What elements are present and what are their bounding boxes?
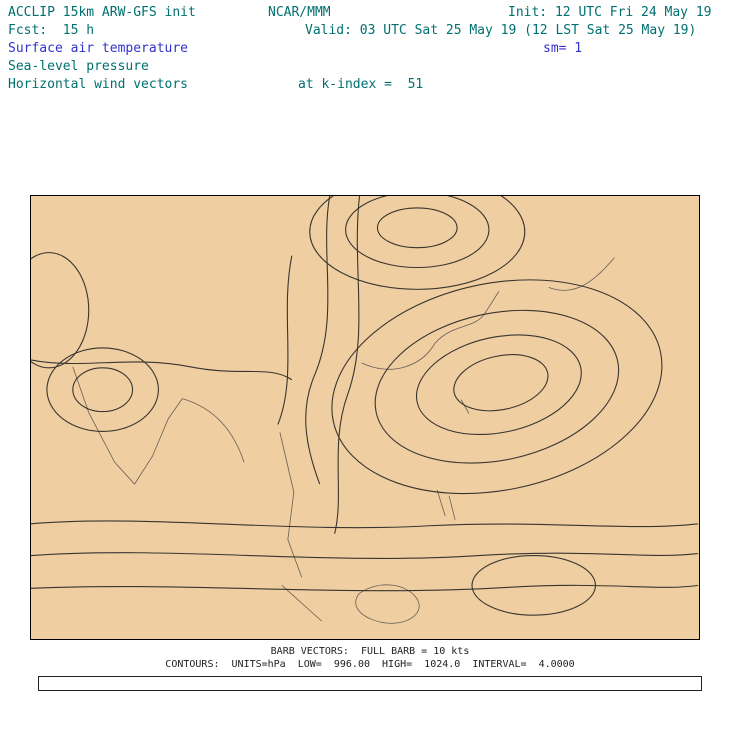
field2-label: Sea-level pressure bbox=[8, 59, 149, 74]
isobar-line bbox=[305, 196, 331, 485]
contour-legend-text: CONTOURS: UNITS=hPa LOW= 996.00 HIGH= 10… bbox=[165, 659, 575, 670]
coastline-india bbox=[72, 366, 183, 485]
model-name-label: ACCLIP 15km ARW-GFS init bbox=[8, 5, 196, 20]
isobar-line bbox=[31, 252, 90, 369]
isobar-line bbox=[72, 367, 134, 413]
isobar-line bbox=[277, 255, 293, 425]
isobar-line bbox=[31, 584, 698, 592]
isobar-line bbox=[374, 309, 620, 464]
isobar-line bbox=[31, 520, 698, 529]
valid-time-label: Valid: 03 UTC Sat 25 May 19 (12 LST Sat … bbox=[305, 23, 697, 38]
map-canvas bbox=[31, 196, 698, 624]
isobar-line bbox=[334, 196, 361, 534]
coastline-sumatra bbox=[281, 585, 322, 622]
isobar-contours bbox=[31, 196, 698, 616]
forecast-hour-label: Fcst: 15 h bbox=[8, 23, 95, 38]
isobar-line bbox=[31, 552, 698, 559]
isobar-line bbox=[376, 207, 458, 249]
coastline-borneo bbox=[355, 584, 420, 624]
init-time-label: Init: 12 UTC Fri 24 May 19 bbox=[508, 5, 712, 20]
temperature-colorbar bbox=[38, 676, 702, 691]
coastline-japan bbox=[548, 257, 615, 291]
field1-label: Surface air temperature bbox=[8, 41, 189, 56]
map-plot-frame bbox=[30, 195, 700, 640]
field3-label: Horizontal wind vectors bbox=[8, 77, 189, 92]
smoothing-label: sm= 1 bbox=[543, 41, 583, 56]
isobar-line bbox=[46, 347, 159, 432]
isobar-line bbox=[345, 196, 490, 269]
coastline-philippines bbox=[436, 489, 456, 520]
coastlines bbox=[72, 257, 615, 624]
coastline-indochina bbox=[182, 398, 303, 578]
k-index-label: at k-index = 51 bbox=[298, 77, 424, 92]
isobar-line bbox=[415, 334, 582, 436]
coastline-china bbox=[361, 291, 500, 370]
coastline-taiwan bbox=[460, 399, 470, 414]
isobar-line bbox=[331, 279, 663, 495]
isobar-line bbox=[31, 359, 293, 381]
isobar-line bbox=[453, 354, 549, 412]
barb-legend-text: BARB VECTORS: FULL BARB = 10 kts bbox=[270, 646, 470, 657]
isobar-line bbox=[309, 196, 526, 290]
center-name-label: NCAR/MMM bbox=[268, 5, 331, 20]
